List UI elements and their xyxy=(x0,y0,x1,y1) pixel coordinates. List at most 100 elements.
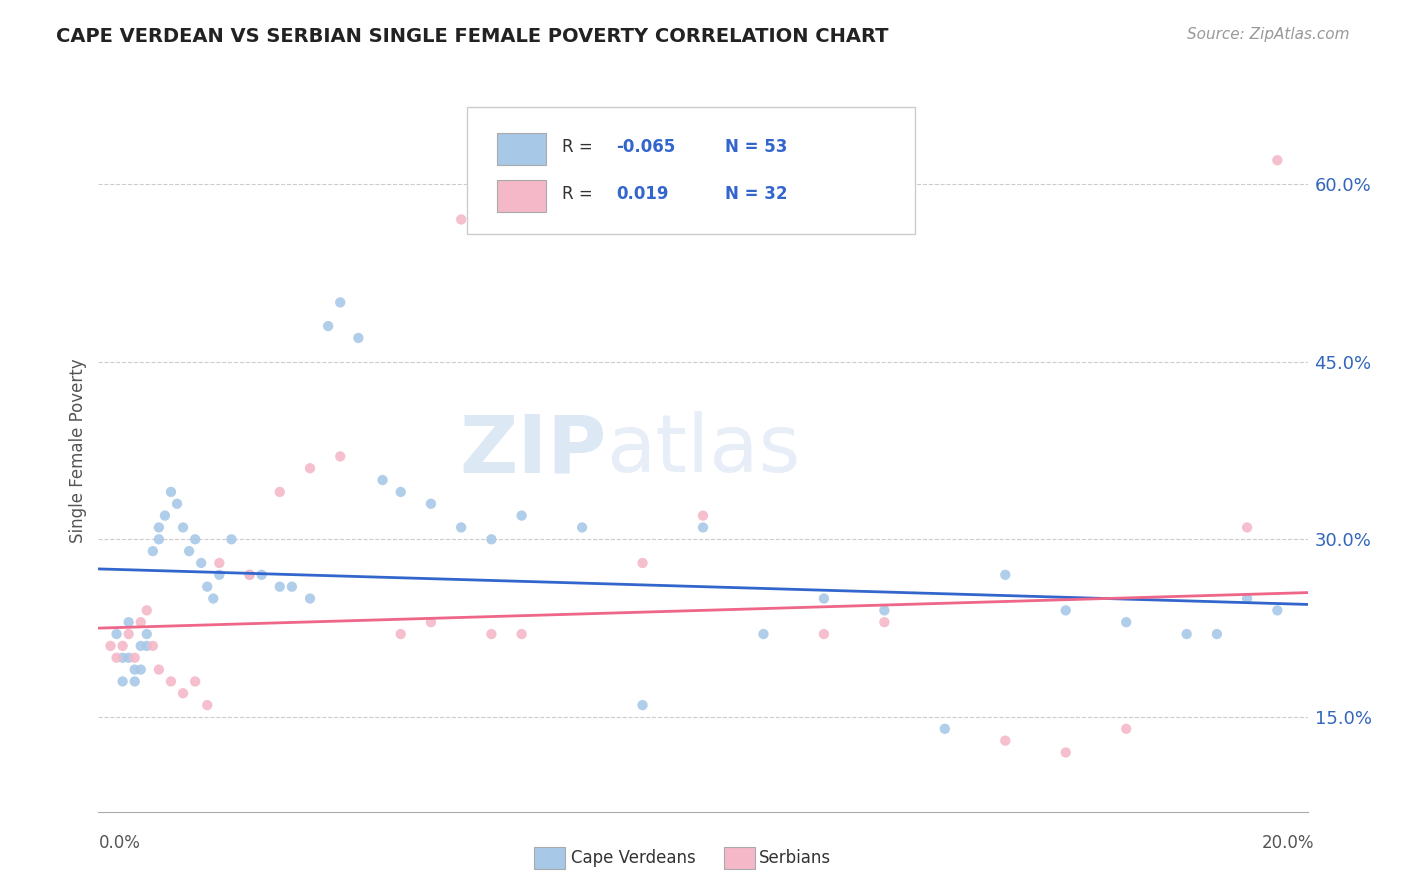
Point xyxy=(389,484,412,499)
Point xyxy=(450,520,472,534)
Point xyxy=(105,650,128,665)
Point xyxy=(371,473,394,487)
Point xyxy=(148,663,170,677)
Point xyxy=(389,627,412,641)
Point xyxy=(118,650,141,665)
Point xyxy=(172,520,194,534)
Point xyxy=(124,650,146,665)
Point xyxy=(316,319,339,334)
Point xyxy=(510,508,533,523)
FancyBboxPatch shape xyxy=(498,179,546,212)
Point xyxy=(450,212,472,227)
Point xyxy=(153,508,176,523)
Point xyxy=(135,639,157,653)
Text: Source: ZipAtlas.com: Source: ZipAtlas.com xyxy=(1187,27,1350,42)
Point xyxy=(994,733,1017,747)
Text: -0.065: -0.065 xyxy=(616,138,675,156)
Point xyxy=(481,627,503,641)
Point xyxy=(142,639,165,653)
Point xyxy=(1054,603,1077,617)
Point xyxy=(166,497,188,511)
Text: R =: R = xyxy=(561,185,603,203)
Point xyxy=(692,508,714,523)
Point xyxy=(148,533,170,547)
Point xyxy=(208,567,231,582)
Point xyxy=(1175,627,1198,641)
Y-axis label: Single Female Poverty: Single Female Poverty xyxy=(69,359,87,542)
Point xyxy=(873,603,896,617)
Point xyxy=(239,567,262,582)
Point xyxy=(221,533,243,547)
Point xyxy=(111,650,134,665)
Text: N = 53: N = 53 xyxy=(724,138,787,156)
Point xyxy=(347,331,370,345)
Point xyxy=(184,533,207,547)
Point xyxy=(269,484,291,499)
Point xyxy=(813,627,835,641)
Point xyxy=(195,580,218,594)
Point xyxy=(135,603,157,617)
Point xyxy=(190,556,212,570)
Point xyxy=(631,556,654,570)
Point xyxy=(934,722,956,736)
Point xyxy=(299,591,322,606)
Point xyxy=(994,567,1017,582)
Point xyxy=(1236,591,1258,606)
Point xyxy=(118,615,141,630)
Point xyxy=(873,615,896,630)
Text: N = 32: N = 32 xyxy=(724,185,787,203)
Point xyxy=(1206,627,1229,641)
FancyBboxPatch shape xyxy=(467,107,915,234)
Point xyxy=(129,663,152,677)
Point xyxy=(160,484,183,499)
Point xyxy=(250,567,273,582)
Point xyxy=(129,639,152,653)
Point xyxy=(329,295,352,310)
Point xyxy=(105,627,128,641)
Point xyxy=(510,627,533,641)
Point xyxy=(239,567,262,582)
Point xyxy=(752,627,775,641)
Point xyxy=(1115,615,1137,630)
Point xyxy=(208,556,231,570)
Point xyxy=(420,497,443,511)
Point xyxy=(813,591,835,606)
Point xyxy=(142,544,165,558)
Point xyxy=(124,663,146,677)
Text: 0.0%: 0.0% xyxy=(98,834,141,852)
Point xyxy=(195,698,218,712)
Text: atlas: atlas xyxy=(606,411,800,490)
Point xyxy=(481,533,503,547)
FancyBboxPatch shape xyxy=(498,133,546,165)
Point xyxy=(124,674,146,689)
Point xyxy=(1267,153,1289,168)
Point xyxy=(135,627,157,641)
Point xyxy=(1236,520,1258,534)
Text: 0.019: 0.019 xyxy=(616,185,668,203)
Point xyxy=(172,686,194,700)
Point xyxy=(1115,722,1137,736)
Point xyxy=(269,580,291,594)
Point xyxy=(179,544,201,558)
Point xyxy=(202,591,225,606)
Point xyxy=(111,674,134,689)
Point xyxy=(100,639,122,653)
Point xyxy=(1267,603,1289,617)
Point xyxy=(160,674,183,689)
Text: R =: R = xyxy=(561,138,598,156)
Point xyxy=(631,698,654,712)
Text: Serbians: Serbians xyxy=(759,849,831,867)
Point xyxy=(329,450,352,464)
Point xyxy=(420,615,443,630)
Point xyxy=(129,615,152,630)
Point xyxy=(111,639,134,653)
Point xyxy=(118,627,141,641)
Point xyxy=(1054,746,1077,760)
Point xyxy=(571,520,593,534)
Point xyxy=(148,520,170,534)
Point xyxy=(692,520,714,534)
Point xyxy=(281,580,304,594)
Text: 20.0%: 20.0% xyxy=(1263,834,1315,852)
Point xyxy=(184,674,207,689)
Text: CAPE VERDEAN VS SERBIAN SINGLE FEMALE POVERTY CORRELATION CHART: CAPE VERDEAN VS SERBIAN SINGLE FEMALE PO… xyxy=(56,27,889,45)
